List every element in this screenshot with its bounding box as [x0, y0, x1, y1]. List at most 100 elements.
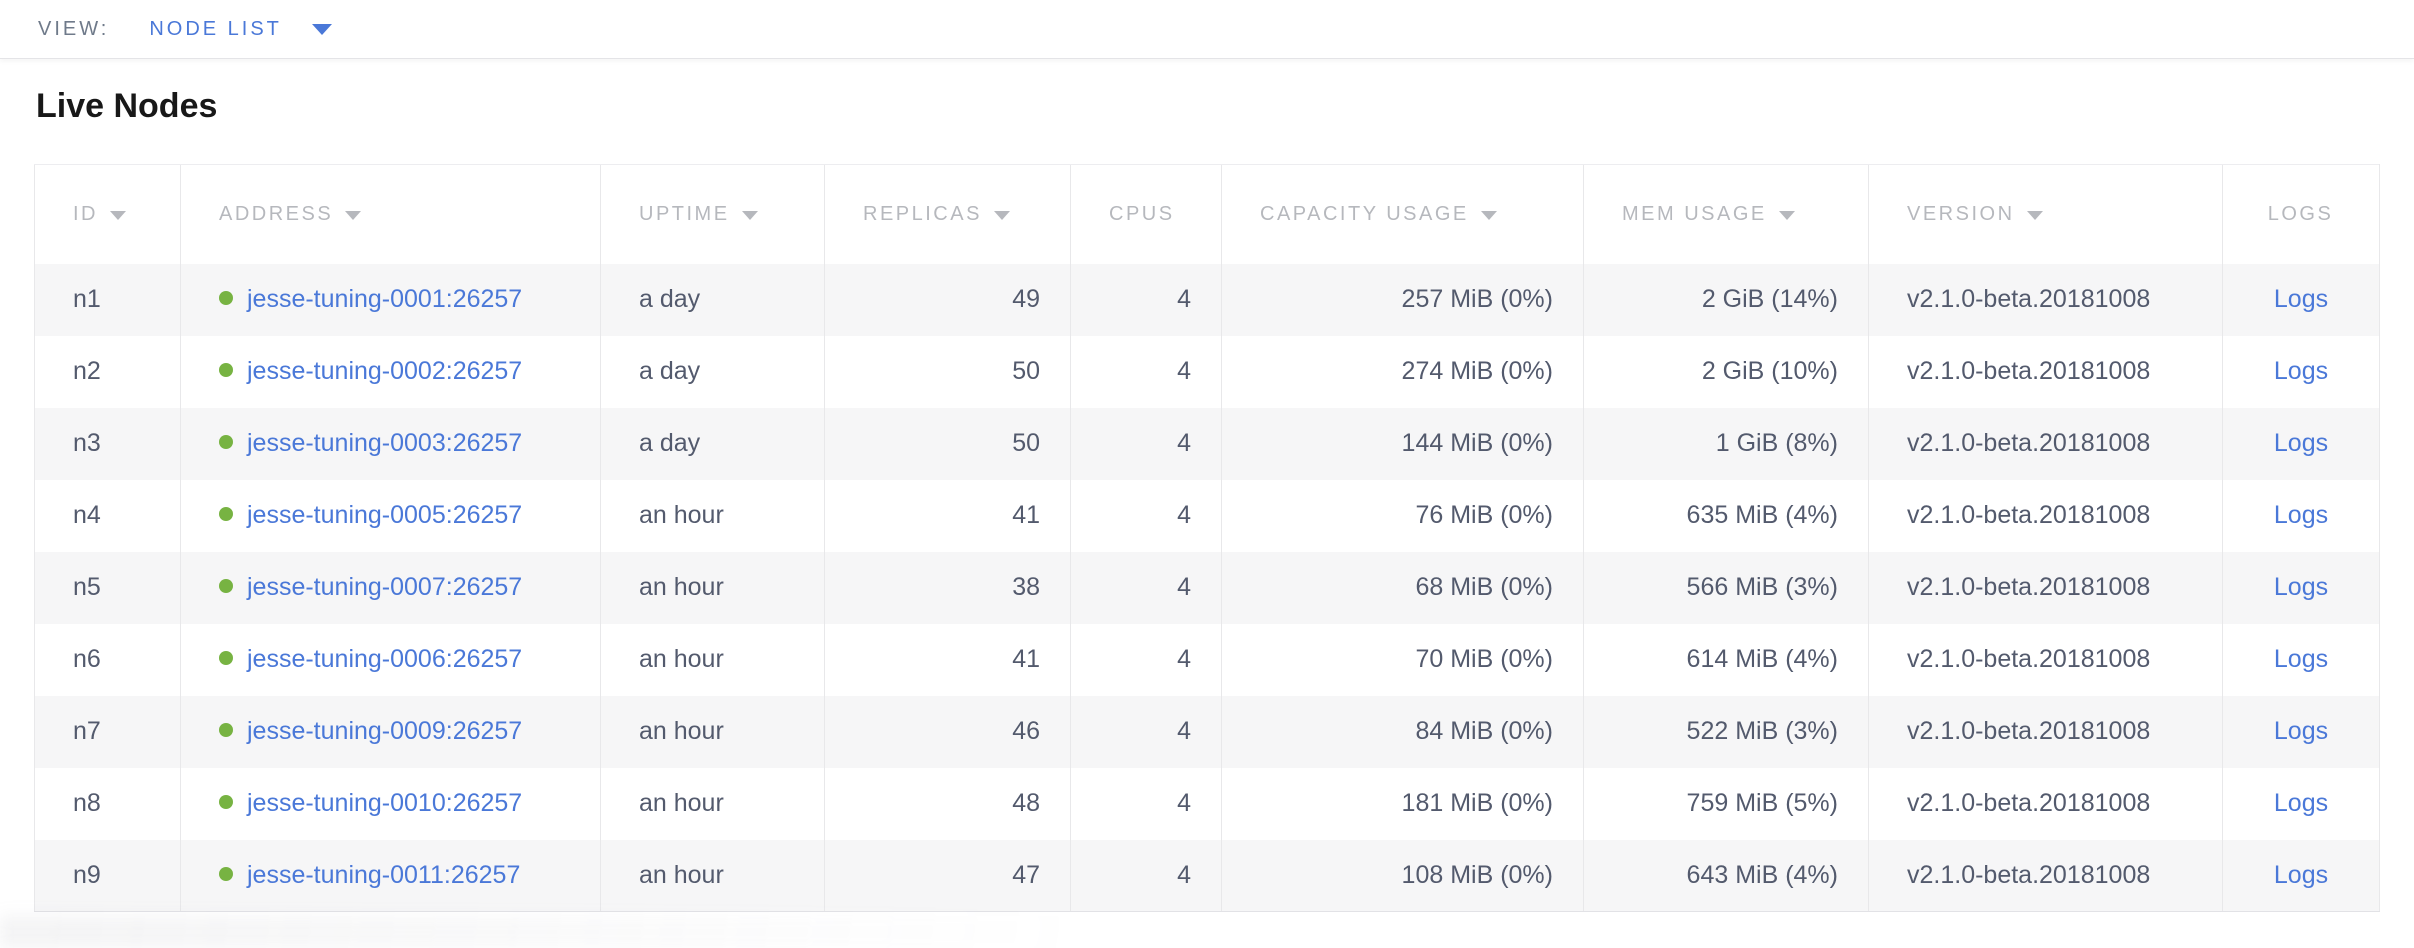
table-row: n5 jesse-tuning-0007:26257 an hour 38 4 68 Mi…	[34, 551, 2380, 624]
node-address-link[interactable]: jesse-tuning-0002:26257	[247, 357, 523, 385]
cell-mem: 643 MiB (4%)	[1583, 839, 1869, 912]
cell-logs: Logs	[2222, 335, 2380, 408]
column-header-cpus: CPUS	[1070, 164, 1222, 264]
node-address-link[interactable]: jesse-tuning-0009:26257	[247, 717, 523, 745]
logs-link[interactable]: Logs	[2273, 860, 2329, 889]
section-bottom-shadow	[0, 916, 1540, 948]
live-status-dot-icon	[219, 651, 233, 665]
sort-desc-icon	[2026, 210, 2043, 220]
column-header-label: VERSION	[1907, 202, 2015, 225]
cell-replicas: 47	[824, 839, 1071, 912]
cell-mem: 566 MiB (3%)	[1583, 551, 1869, 624]
live-nodes-table: ID ADDRESS UPTIME REPLICAS CPUS CAPACITY USAG…	[34, 164, 2380, 912]
cell-mem: 522 MiB (3%)	[1583, 695, 1869, 768]
table-row: n9 jesse-tuning-0011:26257 an hour 47 4 108 M…	[34, 839, 2380, 912]
cell-address: jesse-tuning-0001:26257	[180, 263, 601, 336]
column-header-version[interactable]: VERSION	[1868, 164, 2223, 264]
cell-id: n4	[34, 479, 181, 552]
live-status-dot-icon	[219, 363, 233, 377]
column-header-capacity[interactable]: CAPACITY USAGE	[1221, 164, 1584, 264]
logs-link[interactable]: Logs	[2273, 573, 2329, 601]
column-header-replicas[interactable]: REPLICAS	[824, 164, 1071, 264]
cell-cpus: 4	[1070, 695, 1222, 768]
table-row: n3 jesse-tuning-0003:26257 a day 50 4 144 MiB…	[34, 407, 2380, 480]
live-status-dot-icon	[219, 723, 233, 737]
cell-version: v2.1.0-beta.20181008	[1868, 263, 2223, 336]
live-nodes-table-container: ID ADDRESS UPTIME REPLICAS CPUS CAPACITY USAG…	[34, 164, 2380, 912]
node-address-link[interactable]: jesse-tuning-0006:26257	[247, 645, 523, 673]
cell-mem: 2 GiB (10%)	[1583, 335, 1869, 408]
sort-desc-icon	[1778, 210, 1795, 220]
cell-cpus: 4	[1070, 263, 1222, 336]
column-header-label: MEM USAGE	[1622, 202, 1767, 225]
cell-mem: 614 MiB (4%)	[1583, 623, 1869, 696]
cell-mem: 2 GiB (14%)	[1583, 263, 1869, 336]
cell-cpus: 4	[1070, 623, 1222, 696]
logs-link[interactable]: Logs	[2273, 645, 2329, 673]
cell-cpus: 4	[1070, 551, 1222, 624]
cell-capacity: 144 MiB (0%)	[1221, 407, 1584, 480]
sort-desc-icon	[345, 210, 362, 220]
cell-logs: Logs	[2222, 551, 2380, 624]
node-address-link[interactable]: jesse-tuning-0010:26257	[247, 789, 523, 817]
cell-cpus: 4	[1070, 479, 1222, 552]
cell-capacity: 68 MiB (0%)	[1221, 551, 1584, 624]
view-selector-bar: VIEW: NODE LIST	[0, 0, 2414, 59]
logs-link[interactable]: Logs	[2273, 789, 2329, 817]
column-header-mem[interactable]: MEM USAGE	[1583, 164, 1869, 264]
logs-link[interactable]: Logs	[2273, 357, 2329, 385]
column-header-address[interactable]: ADDRESS	[180, 164, 601, 264]
table-header-row: ID ADDRESS UPTIME REPLICAS CPUS CAPACITY USAG…	[34, 164, 2380, 264]
column-header-label: ADDRESS	[219, 202, 334, 225]
cell-replicas: 38	[824, 551, 1071, 624]
cell-address: jesse-tuning-0002:26257	[180, 335, 601, 408]
logs-link[interactable]: Logs	[2273, 717, 2329, 745]
cell-capacity: 257 MiB (0%)	[1221, 263, 1584, 336]
cell-uptime: a day	[600, 335, 825, 408]
cell-address: jesse-tuning-0011:26257	[180, 839, 601, 912]
node-address-link[interactable]: jesse-tuning-0001:26257	[247, 285, 523, 313]
cell-version: v2.1.0-beta.20181008	[1868, 551, 2223, 624]
cell-capacity: 70 MiB (0%)	[1221, 623, 1584, 696]
logs-link[interactable]: Logs	[2273, 285, 2329, 313]
cell-uptime: an hour	[600, 839, 825, 912]
logs-link[interactable]: Logs	[2273, 501, 2329, 529]
column-header-uptime[interactable]: UPTIME	[600, 164, 825, 264]
cell-id: n2	[34, 335, 181, 408]
live-status-dot-icon	[219, 435, 233, 449]
node-address-link[interactable]: jesse-tuning-0003:26257	[247, 429, 523, 457]
live-status-dot-icon	[219, 507, 233, 521]
column-header-id[interactable]: ID	[34, 164, 181, 264]
column-header-label: CPUS	[1109, 202, 1175, 225]
cell-capacity: 181 MiB (0%)	[1221, 767, 1584, 840]
live-status-dot-icon	[219, 579, 233, 593]
cell-logs: Logs	[2222, 839, 2380, 912]
cell-logs: Logs	[2222, 695, 2380, 768]
logs-link[interactable]: Logs	[2273, 429, 2329, 457]
column-header-label: ID	[73, 202, 98, 225]
cell-uptime: an hour	[600, 551, 825, 624]
cell-version: v2.1.0-beta.20181008	[1868, 479, 2223, 552]
cell-address: jesse-tuning-0007:26257	[180, 551, 601, 624]
cell-version: v2.1.0-beta.20181008	[1868, 335, 2223, 408]
view-label: VIEW:	[38, 17, 110, 40]
cell-replicas: 48	[824, 767, 1071, 840]
cell-mem: 635 MiB (4%)	[1583, 479, 1869, 552]
cell-version: v2.1.0-beta.20181008	[1868, 839, 2223, 912]
cell-id: n9	[34, 839, 181, 912]
table-row: n2 jesse-tuning-0002:26257 a day 50 4 274 MiB…	[34, 335, 2380, 408]
table-row: n4 jesse-tuning-0005:26257 an hour 41 4 76 Mi…	[34, 479, 2380, 552]
node-address-link[interactable]: jesse-tuning-0011:26257	[247, 860, 521, 889]
cell-id: n5	[34, 551, 181, 624]
node-address-link[interactable]: jesse-tuning-0007:26257	[247, 573, 523, 601]
page-title: Live Nodes	[36, 87, 218, 125]
cell-replicas: 46	[824, 695, 1071, 768]
column-header-label: CAPACITY USAGE	[1260, 202, 1469, 225]
cell-logs: Logs	[2222, 407, 2380, 480]
sort-desc-icon	[741, 210, 758, 220]
view-dropdown[interactable]: NODE LIST	[149, 18, 332, 41]
cell-logs: Logs	[2222, 767, 2380, 840]
cell-id: n3	[34, 407, 181, 480]
node-address-link[interactable]: jesse-tuning-0005:26257	[247, 501, 523, 529]
cell-logs: Logs	[2222, 479, 2380, 552]
